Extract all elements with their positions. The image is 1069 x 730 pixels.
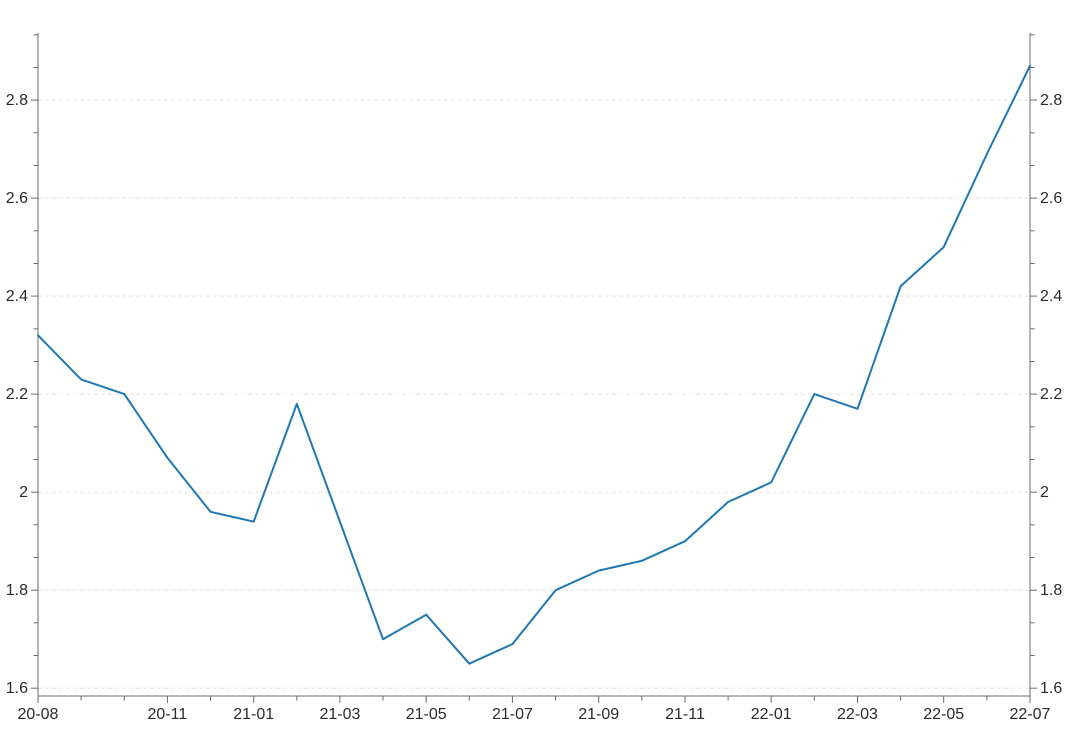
y-axis-label-left: 2.4 — [6, 288, 28, 305]
x-axis-label: 21-09 — [578, 706, 619, 723]
y-axis-label-left: 2.2 — [6, 386, 28, 403]
y-axis-label-right: 2.2 — [1040, 386, 1062, 403]
x-axis-label: 20-11 — [148, 706, 188, 723]
y-axis-label-right: 1.8 — [1040, 582, 1062, 599]
x-axis-label: 21-07 — [492, 706, 533, 723]
x-axis-label: 22-07 — [1010, 706, 1051, 723]
data-series-line — [37, 64, 1031, 665]
x-axis-label: 21-05 — [406, 706, 447, 723]
y-axis-label-right: 1.6 — [1040, 680, 1062, 697]
y-axis-label-right: 2.6 — [1040, 190, 1062, 207]
y-axis-label-left: 1.6 — [6, 680, 28, 697]
x-axis-label: 21-01 — [233, 706, 274, 723]
x-axis-label: 21-03 — [319, 706, 360, 723]
y-axis-label-right: 2.8 — [1040, 92, 1062, 109]
x-axis-label: 22-03 — [837, 706, 878, 723]
y-axis-label-right: 2 — [1040, 484, 1049, 501]
y-axis-label-left: 1.8 — [6, 582, 28, 599]
y-axis-label-left: 2.6 — [6, 190, 28, 207]
x-axis-label: 22-01 — [751, 706, 792, 723]
x-axis-label: 22-05 — [923, 706, 964, 723]
y-axis-label-left: 2.8 — [6, 92, 28, 109]
x-axis-label: 21-11 — [665, 706, 705, 723]
x-axis-label: 20-08 — [18, 706, 59, 723]
y-axis-label-right: 2.4 — [1040, 288, 1062, 305]
y-axis-label-left: 2 — [19, 484, 28, 501]
